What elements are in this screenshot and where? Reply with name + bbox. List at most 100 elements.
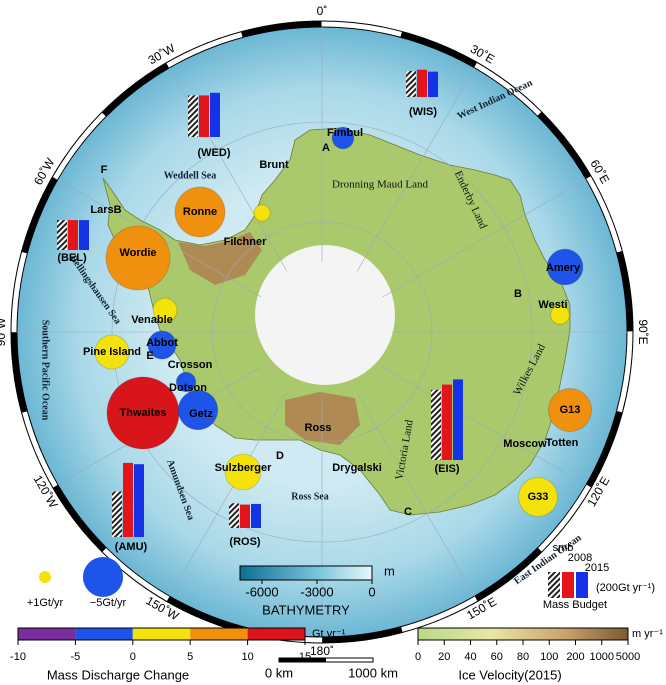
unit: m [384,563,395,578]
place-label: C [404,506,412,518]
bathymetry-bar [239,565,373,581]
discharge-circle [105,225,171,291]
budget-bar [134,464,144,537]
place-label: Totten [546,437,579,449]
glacier-label: Fimbul [327,127,363,139]
budget-bar [199,95,209,137]
pole-hole [255,245,395,385]
glacier-label: Brunt [259,159,289,171]
sea-label: Ross Sea [291,491,329,502]
legend-circle [82,556,124,598]
budget-bar [188,95,198,137]
tick-label: 5 [187,651,193,663]
legend-title: Mass Budget [543,599,607,611]
tick-label: 1000 [590,651,614,663]
budget-bar [406,71,416,97]
tick-label: 0 [130,651,136,663]
region-label: (BEL) [57,252,87,264]
glacier-label: Pine Island [83,346,141,358]
legend-bar [562,572,574,598]
meridian [382,179,587,298]
tick-label: -5 [71,651,81,663]
budget-bar [210,92,220,137]
basemap [10,20,634,644]
discharge-circle [174,186,226,238]
tick-label: 0 [415,651,421,663]
place-label: F [101,164,108,176]
discharge-circle [550,305,570,325]
place-label: A [322,142,330,154]
place-label: B [514,288,522,300]
budget-bar [431,389,441,460]
land-label: Dronning Maud Land [332,179,428,191]
budget-bar [57,220,67,250]
place-label: Ross [305,422,332,434]
legend-label: +1Gt/yr [27,597,64,609]
place-label: D [276,450,284,462]
discharge-circle [152,297,178,323]
discharge-circle [547,387,593,433]
longitude-label: 90˚E [636,319,650,344]
place-label: E [146,350,153,362]
bar-title: Mass Discharge Change [47,667,189,682]
frame [11,21,633,643]
budget-bar [453,379,463,460]
region-label: (WED) [198,147,231,159]
budget-bar [417,69,427,97]
meridian [356,392,475,597]
place-label: Drygalski [332,462,382,474]
legend-label: 2008 [568,552,592,564]
budget-bar [240,504,250,528]
bar-title: BATHYMETRY [262,602,350,617]
tick-label: 80 [517,651,529,663]
discharge-circle [331,126,355,150]
region-label: (WIS) [409,106,437,118]
budget-bar [123,462,133,537]
glacier-label: Ronne [183,206,217,218]
glacier-label: Thwaites [119,407,166,419]
legend-scale: (200Gt yr⁻¹) [596,582,655,594]
glacier-label: Wordie [119,247,156,259]
colorbar-segment [132,628,191,640]
meridian [356,67,475,272]
legend-label: −5Gt/yr [90,597,127,609]
glacier-label: Dotson [169,382,207,394]
sea-label: Southern Pacific Ocean [40,320,51,421]
tick-label: 60 [491,651,503,663]
longitude-label: 0˚ [317,4,328,18]
glacier-label: Amery [546,262,581,274]
legend-label: 2015 [585,562,609,574]
glacier-label: Getz [189,408,213,420]
region-label: (AMU) [115,541,148,553]
tick-label: 10 [241,651,253,663]
scale-label: 0 km [265,665,293,680]
discharge-circle [518,477,558,517]
colorbar-segment [18,628,76,640]
meridian [169,392,288,597]
discharge-circle [94,334,130,370]
bar-title: Ice Velocity(2015) [458,667,561,682]
place-label: Crosson [168,359,213,371]
glacier-label: Venable [131,314,173,326]
legend-label: smb [553,542,574,554]
scale-bar [279,658,326,662]
tick-label: 200 [566,651,584,663]
discharge-circle [147,330,177,360]
legend-bar [548,572,560,598]
ice-shelf [178,232,262,285]
region-label: (EIS) [434,463,459,475]
discharge-circle [253,204,271,222]
glacier-label: Westi [538,299,567,311]
glacier-label: G13 [560,404,581,416]
region-label: (ROS) [229,536,261,548]
colorbar-segment [190,628,248,640]
colorbar [417,627,629,641]
sea-label: Weddell Sea [164,170,217,181]
meridian [382,366,587,485]
tick-label: -10 [10,651,26,663]
budget-bar [79,220,89,250]
glacier-label: Abbot [146,337,178,349]
unit: m yr⁻¹ [632,628,663,640]
glacier-label: Sulzberger [215,462,273,474]
